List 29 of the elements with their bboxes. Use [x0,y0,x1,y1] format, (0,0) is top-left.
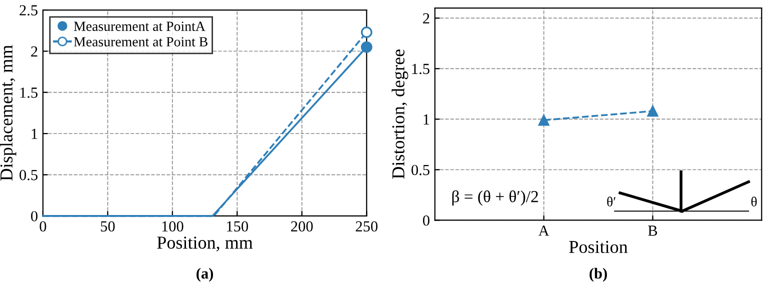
annotation: θ′ [607,196,616,207]
y-tick-label: 2 [31,46,38,56]
text: (b) [590,268,607,282]
y-tick-label: 1 [32,128,38,139]
text: (a) [196,268,214,282]
x-tick-label: B [648,226,658,236]
x-axis-title: Position [569,240,628,254]
y-tick-label: 1.5 [412,64,430,74]
y-tick-label: 1 [424,114,430,124]
x-tick-label: 150 [227,221,248,232]
x-axis-title: Position, mm [157,236,253,252]
x-tick-label: 200 [291,221,313,232]
y-tick-label: 0 [31,211,38,222]
x-tick-label: 100 [162,221,184,232]
x-tick-label: A [538,226,550,236]
y-tick-label: 0.5 [412,164,430,176]
y-axis-title: Displacement, mm [0,45,16,181]
y-tick-label: 0.5 [20,170,38,180]
y-tick-label: 1.5 [20,88,38,98]
y-axis-title: Distortion, degree [392,50,408,179]
x-tick-label: 50 [100,221,115,232]
y-tick-label: 2.5 [20,5,38,16]
annotation: β = (θ + θ′)/2 [452,190,538,206]
annotation: θ [751,196,757,207]
x-tick-label: 250 [356,221,378,232]
y-tick-label: 2 [423,13,430,24]
legend-label: Measurement at PointA [74,22,206,31]
legend-label: Measurement at Point B [74,37,208,46]
x-tick-label: 0 [40,221,46,232]
